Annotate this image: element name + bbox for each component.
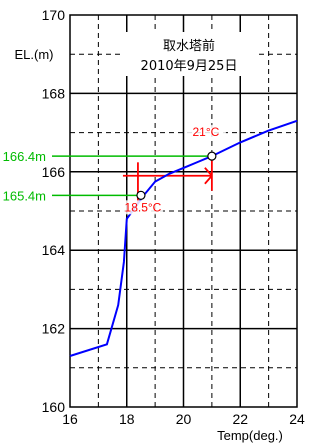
x-axis-label: Temp(deg.) bbox=[217, 428, 283, 443]
x-tick-label: 16 bbox=[62, 411, 78, 427]
level-label-background bbox=[0, 186, 52, 204]
x-tick-labels: 16 18 20 22 24 bbox=[62, 411, 305, 427]
arrow-head-upper bbox=[204, 167, 213, 177]
y-tick-label: 170 bbox=[42, 7, 66, 23]
marker-point bbox=[136, 190, 146, 200]
x-tick-label: 18 bbox=[119, 411, 135, 427]
marker-label: 21°C bbox=[192, 125, 219, 139]
y-tick-label: 166 bbox=[42, 164, 66, 180]
y-tick-label: 168 bbox=[42, 85, 66, 101]
y-axis-label: EL.(m) bbox=[15, 47, 54, 62]
plot-frame bbox=[69, 14, 298, 408]
marker-label: 18.5°C bbox=[125, 200, 162, 214]
x-tick-label: 22 bbox=[232, 411, 248, 427]
marker-label-background bbox=[122, 200, 163, 215]
level-label: 166.4m bbox=[3, 149, 46, 164]
y-tick-label: 160 bbox=[42, 399, 66, 415]
marker-point bbox=[207, 151, 217, 161]
marker-points: 18.5°C 21°C bbox=[122, 125, 226, 215]
marker-label-background bbox=[185, 125, 226, 140]
x-tick-label: 20 bbox=[176, 411, 192, 427]
series-lines bbox=[69, 119, 298, 357]
y-tick-label: 162 bbox=[42, 321, 66, 337]
range-arrows bbox=[122, 160, 213, 204]
x-tick-label: 24 bbox=[289, 411, 305, 427]
chart-title-line2: 2010年9月25日 bbox=[141, 59, 238, 74]
arrow-head-lower bbox=[204, 175, 213, 185]
level-label: 165.4m bbox=[3, 188, 46, 203]
level-label-background bbox=[0, 147, 52, 165]
chart-title-line1: 取水塔前 bbox=[163, 38, 215, 54]
level-lines: 166.4m 165.4m bbox=[0, 147, 212, 204]
y-tick-labels: 160 162 164 166 168 170 bbox=[42, 7, 66, 415]
temperature-profile-line bbox=[69, 119, 298, 357]
y-tick-label: 164 bbox=[42, 242, 66, 258]
title-background bbox=[120, 32, 258, 76]
